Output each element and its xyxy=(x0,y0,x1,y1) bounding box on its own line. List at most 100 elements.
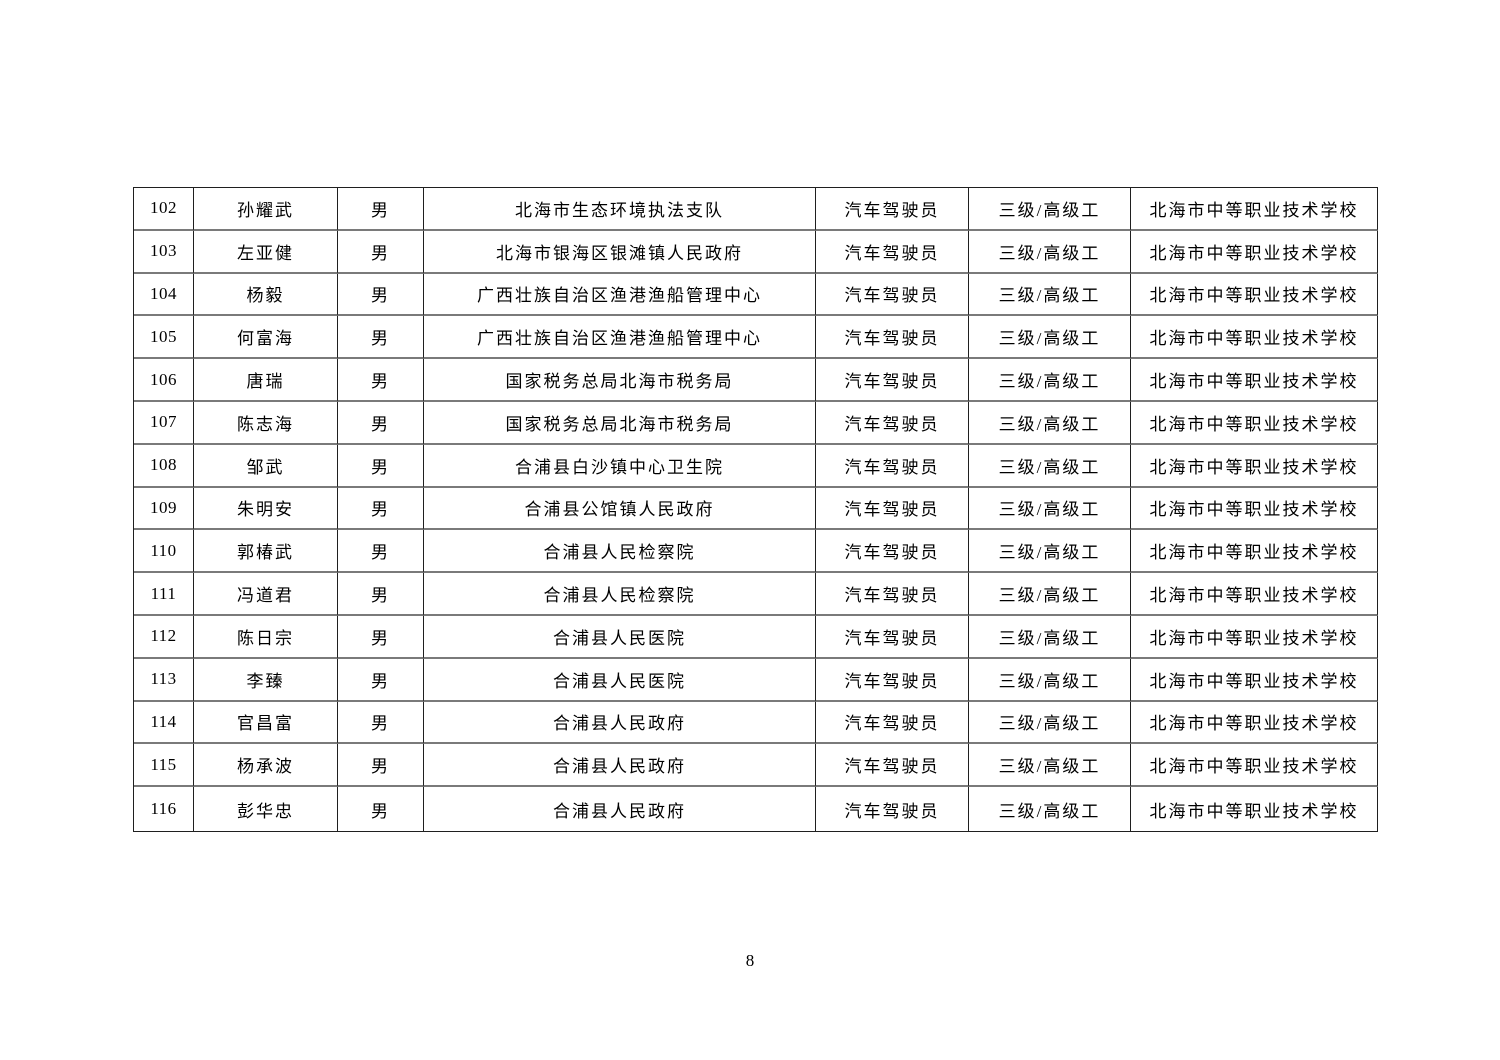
table-row: 107 陈志海男国家税务总局北海市税务局 汽车驾驶员 三级/高级工 北海市中等职业技术学… xyxy=(134,401,1378,445)
cell-institution: 北海市中等职业技术学校 xyxy=(1131,615,1378,659)
cell-name: 唐瑞 xyxy=(194,359,338,402)
cell-gender: 男 xyxy=(338,188,424,231)
cell-level: 三级/高级工 xyxy=(969,573,1131,616)
cell-level: 三级/高级工 xyxy=(969,787,1131,831)
cell-gender: 男 xyxy=(338,359,424,402)
cell-no: 109 xyxy=(134,487,194,531)
cell-occupation: 汽车驾驶员 xyxy=(816,359,969,402)
cell-level: 三级/高级工 xyxy=(969,487,1131,531)
table-row: 104 杨毅男广西壮族自治区渔港渔船管理中心 汽车驾驶员 三级/高级工 北海市中等职业技… xyxy=(134,273,1378,317)
cell-name: 郭椿武 xyxy=(194,530,338,574)
table-row: 105 何富海男广西壮族自治区渔港渔船管理中心 汽车驾驶员 三级/高级工 北海市中等职业… xyxy=(134,316,1378,360)
cell-gender: 男 xyxy=(338,701,424,745)
table-body: 102 孙耀武男北海市生态环境执法支队 汽车驾驶员 三级/高级工 北海市中等职业技术学校… xyxy=(134,188,1378,831)
cell-name: 何富海 xyxy=(194,316,338,360)
page-number: 8 xyxy=(745,951,755,970)
cell-institution: 北海市中等职业技术学校 xyxy=(1131,316,1378,360)
cell-name: 孙耀武 xyxy=(194,188,338,231)
cell-organization: 广西壮族自治区渔港渔船管理中心 xyxy=(424,273,816,317)
cell-no: 114 xyxy=(134,701,194,745)
cell-no: 115 xyxy=(134,744,194,788)
cell-organization: 合浦县人民政府 xyxy=(424,744,816,788)
cell-name: 陈志海 xyxy=(194,401,338,445)
cell-institution: 北海市中等职业技术学校 xyxy=(1131,230,1378,274)
cell-gender: 男 xyxy=(338,230,424,274)
cell-name: 邹武 xyxy=(194,444,338,488)
cell-level: 三级/高级工 xyxy=(969,701,1131,745)
cell-name: 李臻 xyxy=(194,658,338,702)
cell-occupation: 汽车驾驶员 xyxy=(816,316,969,360)
table-row: 112 陈日宗男合浦县人民医院 汽车驾驶员 三级/高级工 北海市中等职业技术学校 xyxy=(134,615,1378,659)
cell-institution: 北海市中等职业技术学校 xyxy=(1131,188,1378,231)
cell-institution: 北海市中等职业技术学校 xyxy=(1131,573,1378,616)
cell-organization: 合浦县白沙镇中心卫生院 xyxy=(424,444,816,488)
cell-gender: 男 xyxy=(338,316,424,360)
table-row: 110 郭椿武男合浦县人民检察院 汽车驾驶员 三级/高级工 北海市中等职业技术学校 xyxy=(134,530,1378,574)
cell-occupation: 汽车驾驶员 xyxy=(816,273,969,317)
cell-name: 陈日宗 xyxy=(194,615,338,659)
table-row: 102 孙耀武男北海市生态环境执法支队 汽车驾驶员 三级/高级工 北海市中等职业技术学校 xyxy=(134,188,1378,231)
table-row: 103 左亚健男北海市银海区银滩镇人民政府 汽车驾驶员 三级/高级工 北海市中等职业技术… xyxy=(134,230,1378,274)
cell-occupation: 汽车驾驶员 xyxy=(816,573,969,616)
table-row: 108 邹武男合浦县白沙镇中心卫生院 汽车驾驶员 三级/高级工 北海市中等职业技术学校 xyxy=(134,444,1378,488)
table-row: 106 唐瑞男国家税务总局北海市税务局 汽车驾驶员 三级/高级工 北海市中等职业技术学校 xyxy=(134,359,1378,402)
cell-organization: 合浦县人民检察院 xyxy=(424,530,816,574)
cell-level: 三级/高级工 xyxy=(969,658,1131,702)
cell-no: 111 xyxy=(134,573,194,616)
cell-occupation: 汽车驾驶员 xyxy=(816,401,969,445)
cell-institution: 北海市中等职业技术学校 xyxy=(1131,487,1378,531)
cell-gender: 男 xyxy=(338,530,424,574)
cell-no: 110 xyxy=(134,530,194,574)
cell-no: 112 xyxy=(134,615,194,659)
cell-organization: 北海市银海区银滩镇人民政府 xyxy=(424,230,816,274)
cell-organization: 合浦县人民医院 xyxy=(424,658,816,702)
cell-gender: 男 xyxy=(338,787,424,831)
cell-no: 107 xyxy=(134,401,194,445)
cell-level: 三级/高级工 xyxy=(969,744,1131,788)
cell-occupation: 汽车驾驶员 xyxy=(816,744,969,788)
cell-level: 三级/高级工 xyxy=(969,359,1131,402)
cell-institution: 北海市中等职业技术学校 xyxy=(1131,273,1378,317)
table-row: 113 李臻男合浦县人民医院 汽车驾驶员 三级/高级工 北海市中等职业技术学校 xyxy=(134,658,1378,702)
cell-level: 三级/高级工 xyxy=(969,401,1131,445)
cell-level: 三级/高级工 xyxy=(969,316,1131,360)
cell-institution: 北海市中等职业技术学校 xyxy=(1131,744,1378,788)
cell-occupation: 汽车驾驶员 xyxy=(816,701,969,745)
cell-institution: 北海市中等职业技术学校 xyxy=(1131,444,1378,488)
cell-name: 杨毅 xyxy=(194,273,338,317)
cell-occupation: 汽车驾驶员 xyxy=(816,188,969,231)
cell-occupation: 汽车驾驶员 xyxy=(816,530,969,574)
cell-occupation: 汽车驾驶员 xyxy=(816,658,969,702)
cell-occupation: 汽车驾驶员 xyxy=(816,615,969,659)
cell-gender: 男 xyxy=(338,401,424,445)
cell-organization: 国家税务总局北海市税务局 xyxy=(424,401,816,445)
cell-occupation: 汽车驾驶员 xyxy=(816,230,969,274)
cell-gender: 男 xyxy=(338,444,424,488)
cell-gender: 男 xyxy=(338,744,424,788)
cell-organization: 合浦县人民检察院 xyxy=(424,573,816,616)
cell-no: 106 xyxy=(134,359,194,402)
cell-level: 三级/高级工 xyxy=(969,530,1131,574)
cell-institution: 北海市中等职业技术学校 xyxy=(1131,530,1378,574)
roster-table: 102 孙耀武男北海市生态环境执法支队 汽车驾驶员 三级/高级工 北海市中等职业技术学校… xyxy=(133,187,1378,832)
table-row: 116 彭华忠男合浦县人民政府 汽车驾驶员 三级/高级工 北海市中等职业技术学校 xyxy=(134,787,1378,831)
cell-gender: 男 xyxy=(338,273,424,317)
cell-no: 113 xyxy=(134,658,194,702)
cell-organization: 合浦县人民医院 xyxy=(424,615,816,659)
cell-organization: 合浦县人民政府 xyxy=(424,701,816,745)
cell-organization: 合浦县公馆镇人民政府 xyxy=(424,487,816,531)
cell-gender: 男 xyxy=(338,573,424,616)
cell-no: 102 xyxy=(134,188,194,231)
cell-level: 三级/高级工 xyxy=(969,444,1131,488)
cell-gender: 男 xyxy=(338,658,424,702)
cell-no: 104 xyxy=(134,273,194,317)
cell-organization: 合浦县人民政府 xyxy=(424,787,816,831)
table-row: 114 官昌富男合浦县人民政府 汽车驾驶员 三级/高级工 北海市中等职业技术学校 xyxy=(134,701,1378,745)
cell-level: 三级/高级工 xyxy=(969,188,1131,231)
cell-name: 冯道君 xyxy=(194,573,338,616)
cell-no: 103 xyxy=(134,230,194,274)
cell-level: 三级/高级工 xyxy=(969,230,1131,274)
cell-level: 三级/高级工 xyxy=(969,615,1131,659)
cell-occupation: 汽车驾驶员 xyxy=(816,444,969,488)
